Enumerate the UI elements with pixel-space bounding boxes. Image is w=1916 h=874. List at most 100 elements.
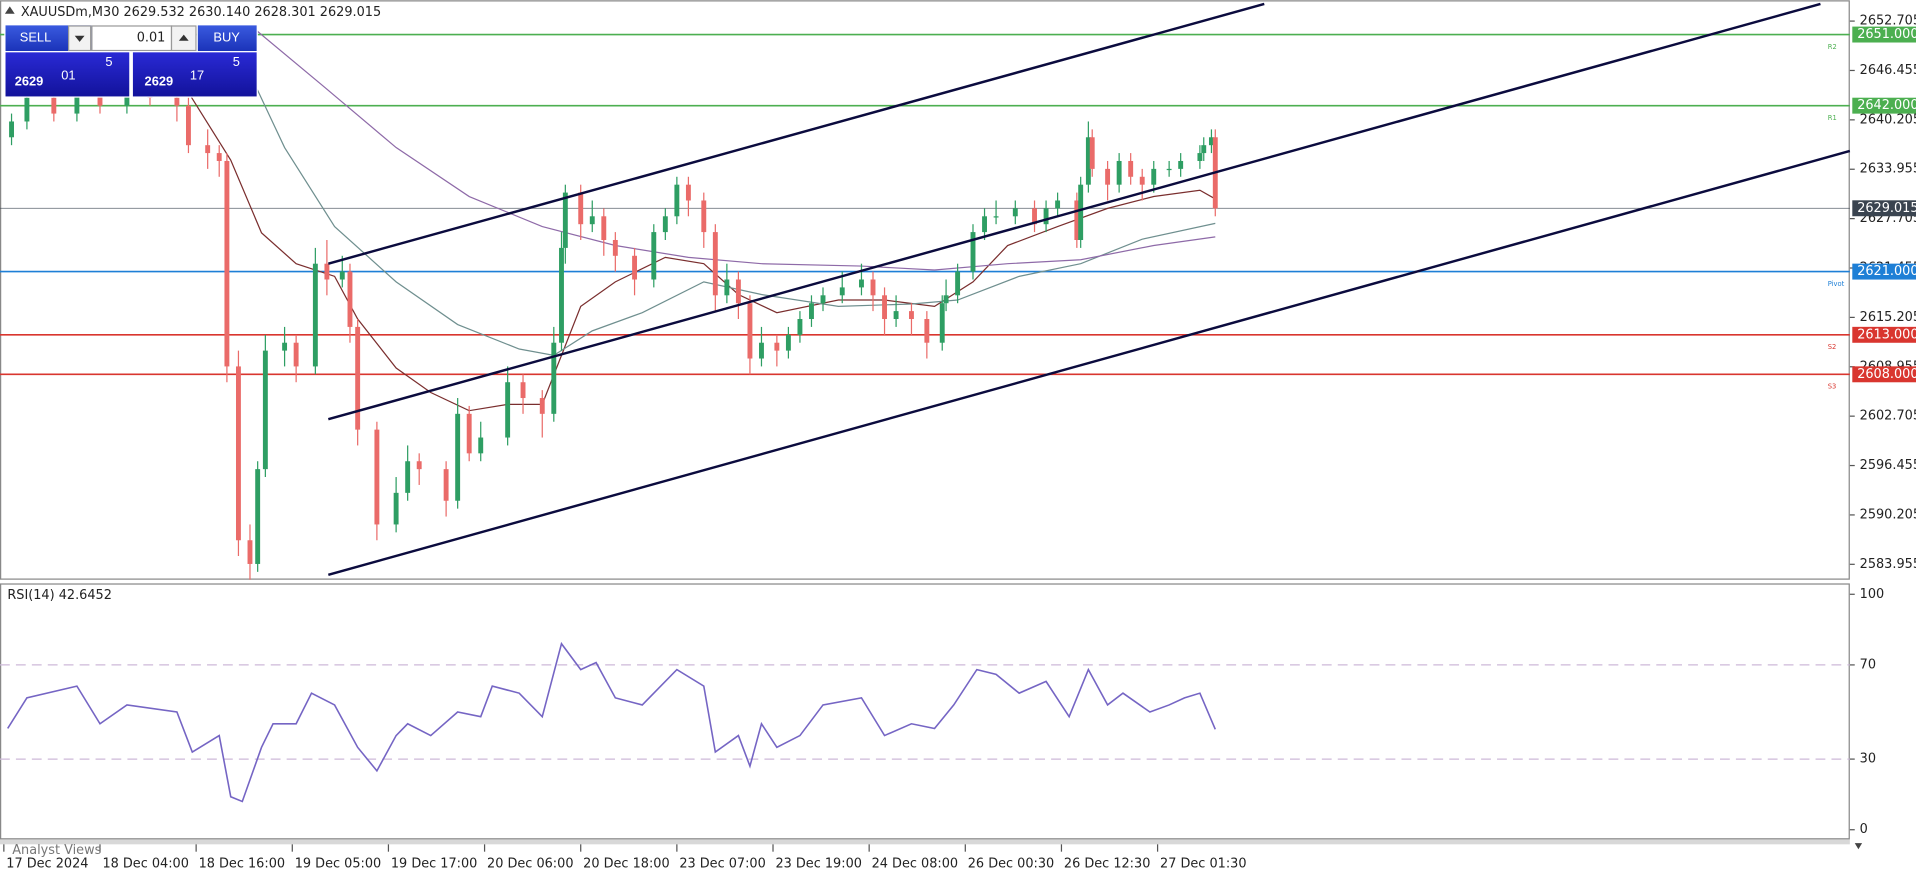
- moving-average: [237, 49, 1216, 357]
- collapse-icon[interactable]: [4, 6, 15, 14]
- candle-body: [685, 184, 691, 201]
- candle-body: [562, 192, 568, 248]
- channel-line[interactable]: [327, 2, 1821, 421]
- y-tick-label: 70: [1860, 657, 1876, 672]
- level-label: 2613.000: [1857, 327, 1916, 342]
- candle-body: [1166, 168, 1172, 171]
- buy-button[interactable]: [196, 24, 258, 53]
- channel-line[interactable]: [327, 149, 1851, 576]
- candle-body: [1208, 137, 1214, 146]
- candle-body: [612, 239, 618, 256]
- candle-body: [820, 295, 826, 304]
- candle-body: [443, 469, 449, 501]
- x-tick-label: 20 Dec 18:00: [583, 856, 669, 871]
- rsi-panel-border: [0, 583, 1850, 840]
- candle-body: [347, 271, 353, 327]
- y-tick-label: 2602.705: [1860, 409, 1916, 424]
- candle-body: [416, 461, 422, 470]
- candle-body: [882, 295, 887, 320]
- candle-body: [774, 342, 780, 351]
- candle-body: [632, 255, 638, 280]
- analyst-views[interactable]: Analyst Views: [12, 843, 101, 858]
- sell-price[interactable]: [4, 51, 131, 98]
- y-tick-label: 0: [1860, 822, 1868, 837]
- candle-body: [1032, 208, 1037, 225]
- panel-splitter: [0, 839, 1850, 845]
- candle-body: [601, 216, 607, 240]
- candle-body: [589, 216, 595, 225]
- channel-line[interactable]: [327, 2, 1265, 265]
- candle-body: [293, 342, 299, 367]
- candle-body: [374, 429, 380, 525]
- level-tag: Pivot: [1828, 280, 1845, 288]
- level-label-box: [1852, 26, 1916, 43]
- lot-input[interactable]: [91, 25, 173, 52]
- candle-body: [466, 413, 472, 454]
- y-tick-label: 2646.455: [1860, 63, 1916, 78]
- candle-body: [724, 279, 730, 296]
- candle-body: [870, 279, 876, 296]
- buy-price-main: 17: [190, 68, 204, 83]
- candle-body: [809, 303, 814, 320]
- y-tick-label: 2615.205: [1860, 310, 1916, 325]
- candle-body: [551, 342, 557, 414]
- candle-body: [74, 89, 80, 114]
- y-tick-label: 2652.705: [1860, 14, 1916, 29]
- one-click-panel: SELL 0.01 BUY 2629 01 5 2629 17 5: [4, 24, 258, 98]
- candle-body: [701, 200, 707, 233]
- level-label-box: [1852, 97, 1916, 114]
- candle-body: [255, 469, 261, 564]
- level-tag: R1: [1828, 114, 1837, 122]
- y-tick-label: 2583.955: [1860, 557, 1916, 572]
- candle-body: [262, 350, 268, 470]
- level-label-box: [1852, 200, 1916, 217]
- candle-body: [520, 382, 526, 399]
- candle-body: [282, 342, 288, 351]
- moving-average: [176, 73, 1216, 412]
- moving-average: [249, 24, 1216, 271]
- y-tick-label: 2640.205: [1860, 112, 1916, 127]
- candle-body: [651, 232, 657, 280]
- y-tick-label: 2596.455: [1860, 458, 1916, 473]
- buy-price-big: 2629: [145, 74, 174, 89]
- candle-body: [174, 97, 180, 106]
- candle-body: [1055, 200, 1061, 209]
- candle-body: [505, 382, 511, 438]
- sell-price-main: 01: [61, 68, 75, 83]
- down-arrow: [74, 35, 85, 42]
- sell-price-pip: 5: [105, 54, 112, 69]
- level-label: 2642.000: [1857, 98, 1916, 113]
- level-label: 2629.015: [1857, 201, 1916, 216]
- candle-body: [909, 311, 914, 320]
- level-label-box: [1852, 366, 1916, 383]
- candle-body: [735, 279, 741, 304]
- candle-body: [312, 263, 318, 367]
- candle-body: [324, 263, 330, 280]
- rsi-title: RSI(14) 42.6452: [7, 588, 112, 603]
- y-tick-label: 100: [1860, 587, 1885, 602]
- buy-price[interactable]: [131, 51, 258, 98]
- x-tick-label: 19 Dec 17:00: [391, 856, 477, 871]
- x-tick-label: 18 Dec 16:00: [199, 856, 285, 871]
- up-arrow: [178, 34, 189, 41]
- sell-label: SELL: [20, 30, 51, 45]
- candle-body: [1078, 184, 1084, 240]
- candle-body: [51, 97, 57, 114]
- y-tick-label: 2590.205: [1860, 507, 1916, 522]
- level-label-box: [1852, 263, 1916, 280]
- main-panel-border: [0, 0, 1850, 580]
- candle-body: [247, 540, 253, 564]
- scroll-icon[interactable]: [1854, 843, 1863, 850]
- candle-body: [185, 105, 191, 146]
- buy-label: BUY: [213, 30, 240, 45]
- x-tick-label: 26 Dec 00:30: [968, 856, 1054, 871]
- candle-body: [235, 366, 241, 541]
- candle-body: [405, 461, 411, 493]
- candle-body: [559, 247, 564, 343]
- channel: [327, 2, 1851, 576]
- candle-body: [970, 232, 976, 272]
- candle-body: [1043, 208, 1049, 225]
- level-tag: R2: [1828, 43, 1837, 51]
- candle-body: [478, 437, 484, 454]
